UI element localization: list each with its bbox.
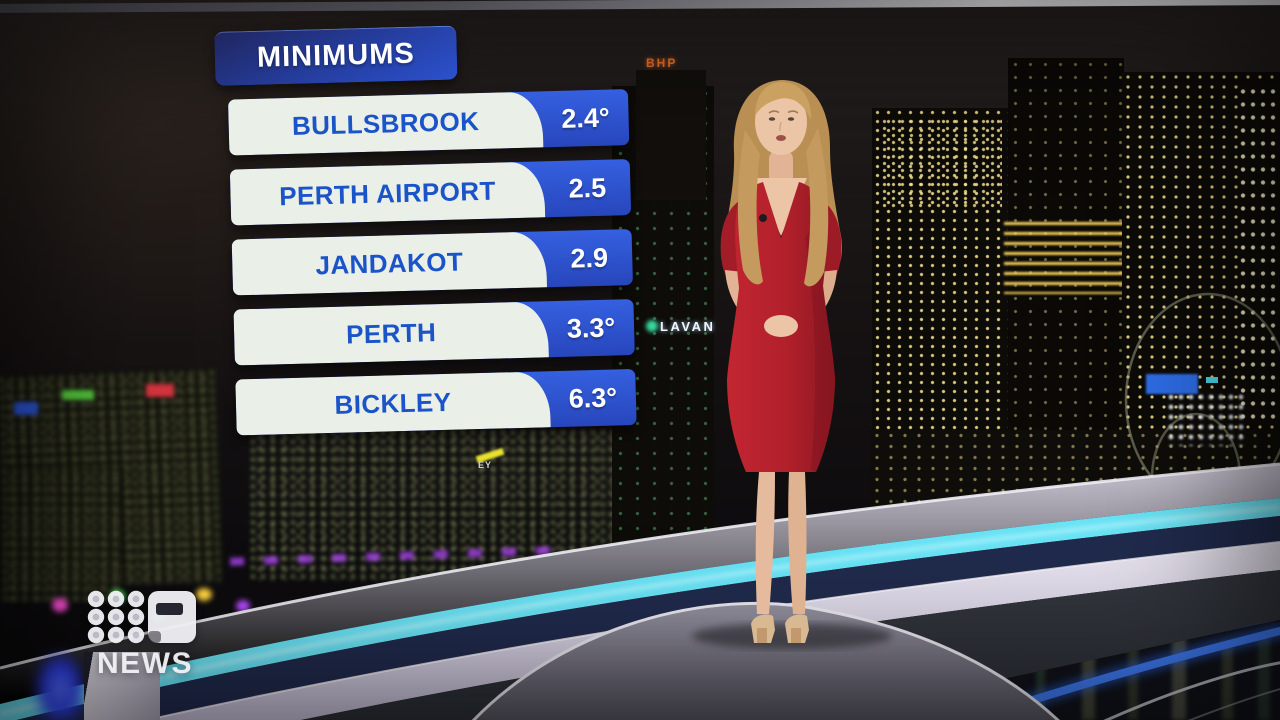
- value-label: 2.4°: [561, 102, 611, 134]
- presenter-face: [755, 89, 807, 155]
- bokeh-yellow: [196, 588, 212, 601]
- value-cell: 2.4°: [542, 89, 629, 147]
- location-label: BULLSBROOK: [291, 105, 480, 141]
- value-cell: 2.9: [546, 229, 633, 287]
- table-row-bickley: BICKLEY 6.3°: [235, 368, 637, 436]
- location-label: PERTH AIRPORT: [278, 175, 497, 211]
- table-row-bullsbrook: BULLSBROOK 2.4°: [227, 89, 630, 156]
- presenter-leg-right: [788, 472, 807, 614]
- presenter-hair-lock-right: [804, 128, 829, 287]
- wall-plinth: [0, 464, 1280, 704]
- bhp-sign: BHP: [646, 56, 678, 70]
- location-cell: BULLSBROOK: [227, 91, 544, 156]
- city-sign-blue-right: [1146, 374, 1198, 394]
- lavan-sign: LAVAN: [660, 319, 716, 334]
- city-sign-cyan-dash: [1206, 377, 1218, 383]
- ey-sign: EY: [478, 460, 493, 470]
- nine-news-logo: NEWS: [87, 590, 196, 680]
- location-label: JANDAKOT: [315, 245, 464, 280]
- presenter-hands: [764, 315, 798, 337]
- city-light-teal: [646, 320, 658, 332]
- floor-silver-arc-2: [1187, 688, 1280, 720]
- location-cell: BICKLEY: [235, 371, 551, 436]
- value-label: 3.3°: [566, 312, 616, 344]
- bokeh-violet: [236, 600, 250, 612]
- lapel-mic: [759, 214, 767, 222]
- presenter-neck: [769, 150, 793, 186]
- location-cell: PERTH: [233, 301, 549, 366]
- table-row-perth: PERTH 3.3°: [233, 299, 635, 366]
- city-tower-right-a-top: [880, 118, 1002, 210]
- minimums-header: MINIMUMS: [214, 25, 458, 86]
- city-buildings-left-low: [0, 468, 122, 600]
- presenter-leg-left: [755, 472, 775, 614]
- presenter-hair-lock-left: [737, 130, 763, 285]
- weather-graphic-panel: MINIMUMS BULLSBROOK 2.4° PERTH AIRPORT 2…: [210, 13, 651, 448]
- logo-pedestal: [84, 652, 160, 720]
- news-wordmark: NEWS: [97, 647, 193, 680]
- location-cell: PERTH AIRPORT: [229, 161, 546, 226]
- weather-presenter: [720, 80, 842, 643]
- city-tower-right-edge: [1238, 85, 1280, 425]
- location-label: PERTH: [345, 316, 437, 350]
- floor-silver-arc: [1103, 661, 1280, 720]
- presenter-fringe: [755, 82, 812, 120]
- city-sign-green: [62, 390, 94, 400]
- value-cell: 3.3°: [547, 299, 634, 357]
- bhp-tower: [636, 70, 706, 200]
- value-cell: 2.5: [544, 159, 631, 217]
- minimums-title: MINIMUMS: [256, 37, 416, 74]
- table-row-perth-airport: PERTH AIRPORT 2.5: [229, 159, 632, 226]
- value-cell: 6.3°: [549, 369, 636, 427]
- city-sign-red: [146, 384, 174, 397]
- value-label: 2.5: [568, 172, 607, 204]
- city-sign-blue: [14, 402, 38, 415]
- nine-digit-icon: [148, 591, 196, 643]
- bokeh-magenta: [52, 598, 68, 612]
- floor-glow-blue: [34, 652, 86, 720]
- location-cell: JANDAKOT: [231, 231, 548, 296]
- value-label: 6.3°: [568, 381, 618, 414]
- floor-blue-streak: [1012, 626, 1280, 710]
- table-row-jandakot: JANDAKOT 2.9: [231, 229, 633, 296]
- location-label: BICKLEY: [334, 386, 452, 420]
- presenter-chest: [755, 178, 807, 236]
- presenter-mouth: [776, 135, 786, 141]
- value-label: 2.9: [570, 242, 609, 274]
- city-tower-striped: [1004, 222, 1124, 294]
- stage-front-wedge: [471, 601, 1060, 720]
